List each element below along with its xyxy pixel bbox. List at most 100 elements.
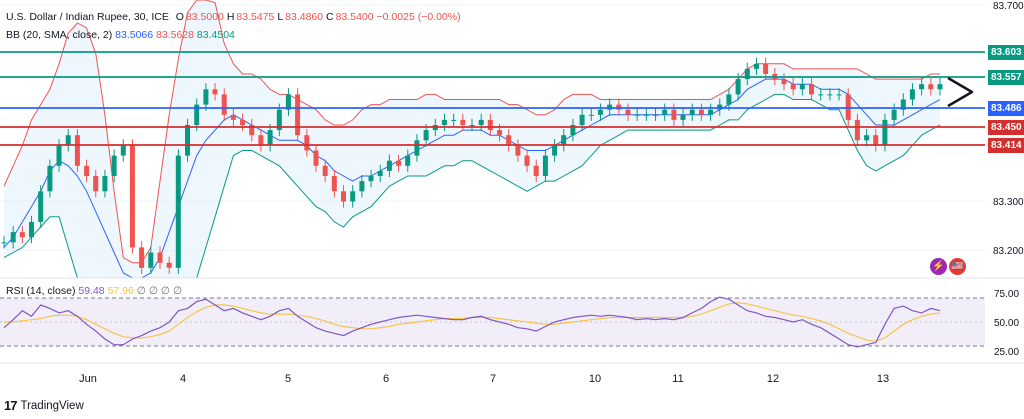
candle-body bbox=[928, 84, 934, 90]
symbol-legend[interactable]: U.S. Dollar / Indian Rupee, 30, ICE O 83.… bbox=[6, 11, 461, 23]
lightning-icon[interactable]: ⚡ bbox=[930, 258, 947, 275]
candle-body bbox=[689, 109, 695, 115]
us-flag-icon[interactable]: 🇺🇸 bbox=[949, 258, 966, 275]
candle-body bbox=[451, 119, 457, 121]
candle-body bbox=[561, 135, 567, 146]
candle-body bbox=[129, 145, 135, 248]
candle-body bbox=[423, 130, 429, 141]
candle-body bbox=[542, 155, 548, 176]
rsi-tick-label: 50.00 bbox=[994, 318, 1019, 329]
candle-body bbox=[919, 84, 925, 90]
bb-lower-value: 83.4504 bbox=[196, 29, 235, 41]
candle-body bbox=[148, 252, 154, 268]
x-tick-label: 10 bbox=[589, 373, 601, 385]
bb-upper-value: 83.5628 bbox=[156, 29, 194, 41]
candle-body bbox=[359, 181, 365, 192]
candle-body bbox=[799, 84, 805, 90]
candle-body bbox=[322, 165, 328, 176]
candle-body bbox=[662, 109, 668, 115]
candle-body bbox=[818, 94, 824, 96]
candle-body bbox=[671, 109, 677, 120]
candle-body bbox=[93, 176, 99, 192]
candle-body bbox=[735, 79, 741, 95]
candle-body bbox=[102, 176, 108, 192]
candle-body bbox=[386, 160, 392, 171]
bb-legend[interactable]: BB (20, SMA, close, 2) 83.5066 83.5628 8… bbox=[6, 29, 235, 41]
candle-body bbox=[295, 94, 301, 136]
candle-body bbox=[937, 84, 943, 90]
candle-body bbox=[625, 109, 631, 115]
candle-body bbox=[29, 221, 34, 238]
candle-body bbox=[478, 119, 484, 125]
candle-body bbox=[873, 135, 879, 146]
ohlc-high-label: H bbox=[226, 11, 235, 23]
candle-body bbox=[341, 191, 346, 202]
candle-body bbox=[38, 191, 44, 222]
x-tick-label: 7 bbox=[490, 373, 496, 385]
symbol-title: U.S. Dollar / Indian Rupee, 30, ICE bbox=[6, 11, 169, 23]
candle-body bbox=[120, 145, 126, 156]
level-tag-83414: 83.414 bbox=[988, 138, 1024, 153]
candle-body bbox=[396, 160, 402, 166]
candle-body bbox=[1, 242, 7, 244]
level-tag-83450: 83.450 bbox=[988, 120, 1024, 135]
ohlc-high: 83.5475 bbox=[236, 11, 275, 23]
candle-body bbox=[854, 119, 860, 141]
candle-body bbox=[368, 176, 374, 182]
candle-body bbox=[65, 135, 71, 146]
y-tick-label: 83.700 bbox=[993, 1, 1024, 12]
candle-body bbox=[267, 130, 273, 146]
x-tick-label: 13 bbox=[877, 373, 889, 385]
candle-body bbox=[790, 84, 796, 90]
tradingview-brand: TradingView bbox=[20, 399, 84, 412]
candle-body bbox=[763, 63, 769, 74]
x-tick-label: 4 bbox=[180, 373, 186, 385]
candle-body bbox=[285, 94, 291, 110]
bb-fill bbox=[4, 0, 940, 278]
level-tag-83557: 83.557 bbox=[988, 70, 1024, 85]
rsi-legend[interactable]: RSI (14, close) 59.48 57.96 ∅ ∅ ∅ ∅ bbox=[6, 285, 182, 297]
ohlc-low-label: L bbox=[277, 11, 284, 23]
candle-body bbox=[552, 145, 558, 156]
candle-body bbox=[84, 165, 90, 176]
candle-body bbox=[157, 252, 163, 263]
candle-body bbox=[827, 94, 833, 96]
ohlc-open: 83.5000 bbox=[185, 11, 224, 23]
candle-body bbox=[74, 135, 80, 166]
candle-body bbox=[56, 145, 62, 166]
bb-basis-value: 83.5066 bbox=[115, 29, 154, 41]
event-badges[interactable]: ⚡ 🇺🇸 bbox=[930, 258, 966, 275]
tradingview-footer[interactable]: 17 TradingView bbox=[4, 398, 84, 413]
rsi-tick-label: 25.00 bbox=[994, 347, 1019, 358]
candle-body bbox=[47, 165, 53, 192]
candle-body bbox=[497, 130, 502, 136]
candle-body bbox=[203, 89, 209, 105]
rsi-empty-values: ∅ ∅ ∅ ∅ bbox=[136, 285, 183, 297]
x-tick-label: 11 bbox=[672, 373, 683, 385]
candle-body bbox=[708, 109, 714, 115]
candle-body bbox=[891, 109, 897, 120]
candle-body bbox=[487, 119, 493, 131]
candle-body bbox=[441, 119, 447, 125]
price-axis[interactable]: 83.700 83.300 83.200 75.00 50.00 25.00 bbox=[993, 1, 1024, 358]
candle-body bbox=[698, 109, 704, 115]
candle-body bbox=[304, 135, 310, 151]
candle-body bbox=[909, 89, 915, 100]
candle-body bbox=[19, 232, 25, 238]
candle-body bbox=[524, 155, 530, 166]
candle-body bbox=[570, 125, 576, 136]
candle-body bbox=[653, 114, 658, 116]
candle-body bbox=[882, 119, 888, 146]
horizontal-levels bbox=[0, 51, 985, 146]
candle-body bbox=[781, 79, 787, 85]
arrow-annotation[interactable] bbox=[947, 76, 974, 108]
candle-body bbox=[460, 119, 466, 125]
time-axis[interactable]: Jun 4 5 6 7 10 11 12 13 bbox=[79, 373, 889, 385]
candle-body bbox=[533, 165, 539, 176]
candle-body bbox=[469, 125, 475, 126]
level-tag-83603: 83.603 bbox=[988, 45, 1024, 60]
candle-body bbox=[414, 140, 420, 156]
candle-body bbox=[10, 232, 16, 243]
candle-body bbox=[313, 150, 319, 166]
